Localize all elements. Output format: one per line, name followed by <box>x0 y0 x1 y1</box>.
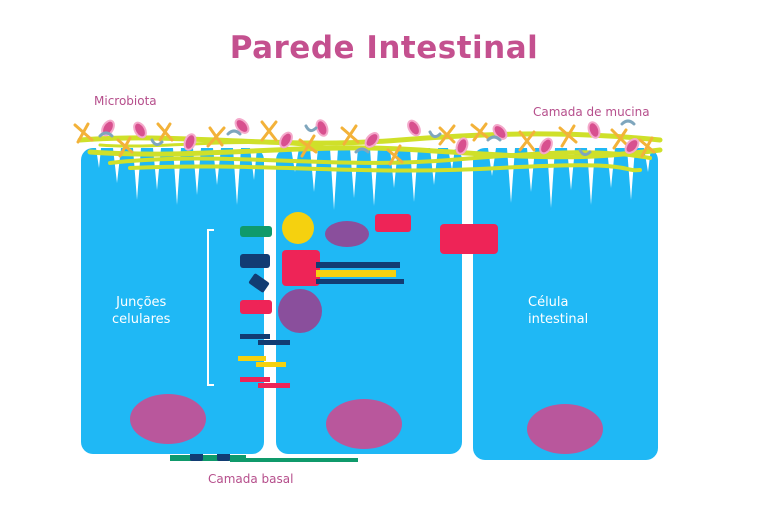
nucleus-icon <box>130 394 206 444</box>
membrane-proteins <box>278 212 498 333</box>
cell-right <box>473 148 658 460</box>
basal-layer-label: Camada basal <box>208 472 294 486</box>
junctions-bracket <box>207 229 214 386</box>
microbiota <box>73 118 656 166</box>
microbiota-label: Microbiota <box>94 94 157 108</box>
cell-middle <box>276 148 462 454</box>
nucleus-icon <box>527 404 603 454</box>
cell-junctions-label-line2: celulares <box>112 312 171 327</box>
cell-junctions-label: Junções celulares <box>112 294 170 328</box>
diagram-title: Parede Intestinal <box>229 30 539 66</box>
mucin-layer-label: Camada de mucina <box>533 105 650 119</box>
intestinal-cell-label: Célula intestinal <box>528 294 588 328</box>
cell-left <box>81 148 264 454</box>
intestinal-cell-label-line1: Célula <box>528 295 569 310</box>
nucleus-icon <box>326 399 402 449</box>
intestinal-cell-label-line2: intestinal <box>528 312 589 327</box>
cell-junctions <box>238 226 290 388</box>
cell-junctions-label-line1: Junções <box>116 295 167 310</box>
